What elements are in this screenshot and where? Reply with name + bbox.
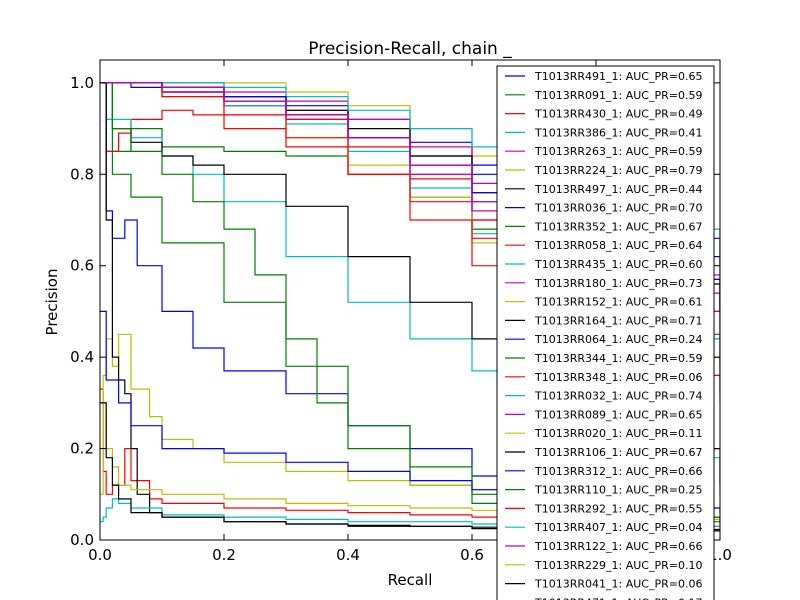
legend-entry: T1013RR064_1: AUC_PR=0.24 bbox=[534, 333, 702, 346]
legend-entry: T1013RR352_1: AUC_PR=0.67 bbox=[534, 220, 702, 233]
legend-entry: T1013RR122_1: AUC_PR=0.66 bbox=[534, 540, 702, 553]
legend-entry: T1013RR036_1: AUC_PR=0.70 bbox=[534, 202, 702, 215]
legend-entry: T1013RR344_1: AUC_PR=0.59 bbox=[534, 352, 702, 365]
legend-entry: T1013RR497_1: AUC_PR=0.44 bbox=[534, 183, 702, 196]
chart-title: Precision-Recall, chain _ bbox=[308, 39, 512, 59]
y-tick-label: 0.4 bbox=[70, 348, 94, 366]
x-tick-label: 0.0 bbox=[88, 546, 112, 564]
legend-entry: T1013RR229_1: AUC_PR=0.10 bbox=[534, 559, 702, 572]
legend-entry: T1013RR110_1: AUC_PR=0.25 bbox=[534, 484, 702, 497]
legend-entry: T1013RR041_1: AUC_PR=0.06 bbox=[534, 578, 702, 591]
legend-entry: T1013RR407_1: AUC_PR=0.04 bbox=[534, 521, 702, 534]
legend-entry: T1013RR386_1: AUC_PR=0.41 bbox=[534, 126, 702, 139]
legend-box bbox=[496, 65, 715, 600]
legend-entry: T1013RR106_1: AUC_PR=0.67 bbox=[534, 446, 702, 459]
legend-entry: T1013RR091_1: AUC_PR=0.59 bbox=[534, 89, 702, 102]
legend-entry: T1013RR312_1: AUC_PR=0.66 bbox=[534, 465, 702, 478]
legend-entry: T1013RR292_1: AUC_PR=0.55 bbox=[534, 502, 702, 515]
x-tick-label: 0.4 bbox=[336, 546, 360, 564]
legend-entry: T1013RR089_1: AUC_PR=0.65 bbox=[534, 408, 702, 421]
legend-entry: T1013RR180_1: AUC_PR=0.73 bbox=[534, 277, 702, 290]
legend-entry: T1013RR491_1: AUC_PR=0.65 bbox=[534, 70, 702, 83]
y-tick-label: 0.0 bbox=[70, 531, 94, 549]
legend-entry: T1013RR263_1: AUC_PR=0.59 bbox=[534, 145, 702, 158]
y-tick-label: 1.0 bbox=[70, 74, 94, 92]
x-axis-label: Recall bbox=[388, 571, 433, 589]
legend-entry: T1013RR471_1: AUC_PR=0.17 bbox=[534, 596, 702, 600]
legend-entry: T1013RR435_1: AUC_PR=0.60 bbox=[534, 258, 702, 271]
legend-entry: T1013RR020_1: AUC_PR=0.11 bbox=[534, 427, 702, 440]
y-tick-label: 0.8 bbox=[70, 165, 94, 183]
legend-entry: T1013RR152_1: AUC_PR=0.61 bbox=[534, 296, 702, 309]
legend: T1013RR491_1: AUC_PR=0.65 T1013RR091_1: A… bbox=[496, 65, 715, 600]
y-tick-label: 0.2 bbox=[70, 440, 94, 458]
legend-entry: T1013RR058_1: AUC_PR=0.64 bbox=[534, 239, 702, 252]
x-tick-label: 0.2 bbox=[212, 546, 236, 564]
legend-entry: T1013RR224_1: AUC_PR=0.79 bbox=[534, 164, 702, 177]
legend-entry: T1013RR032_1: AUC_PR=0.74 bbox=[534, 390, 702, 403]
legend-entry: T1013RR164_1: AUC_PR=0.71 bbox=[534, 314, 702, 327]
legend-entry: T1013RR348_1: AUC_PR=0.06 bbox=[534, 371, 702, 384]
x-tick-label: 0.6 bbox=[460, 546, 484, 564]
y-axis-label: Precision bbox=[43, 269, 61, 336]
plot-frame bbox=[99, 59, 721, 541]
y-tick-label: 0.6 bbox=[70, 257, 94, 275]
legend-entry: T1013RR430_1: AUC_PR=0.49 bbox=[534, 108, 702, 121]
